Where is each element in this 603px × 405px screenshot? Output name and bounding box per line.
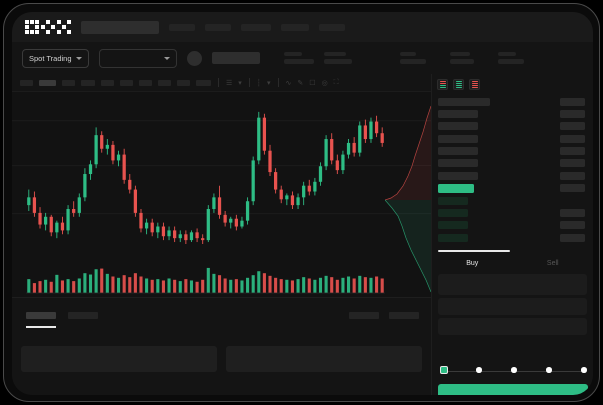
chart-type-dropdown-icon[interactable]: ▾: [267, 79, 271, 87]
trading-pair-dropdown[interactable]: [98, 48, 177, 68]
market-stat-5: [497, 52, 524, 64]
timeframe-9[interactable]: [177, 79, 190, 86]
search-input[interactable]: [81, 20, 159, 34]
nav-item-2[interactable]: [205, 23, 231, 31]
slider-stop-50[interactable]: [511, 367, 517, 373]
orders-tabbar: [12, 298, 431, 319]
draw-pencil-icon[interactable]: ✎: [297, 79, 304, 87]
toolbar-divider: [248, 78, 250, 87]
market-stat-1: [283, 52, 314, 64]
timeframe-10[interactable]: [196, 79, 211, 86]
orderbook-bid-row[interactable]: [438, 221, 585, 230]
toolbar-divider: [218, 78, 219, 87]
orderbook-ask-row[interactable]: [438, 109, 585, 118]
market-toolbar: Spot Trading: [12, 42, 593, 74]
market-stat-4: [449, 52, 474, 64]
orders-content: [12, 346, 431, 372]
timeframe-5[interactable]: [101, 79, 114, 86]
orderbook-ask-row[interactable]: [438, 171, 585, 180]
market-stat-3: [399, 52, 426, 64]
nav-item-1[interactable]: [169, 23, 195, 31]
slider-stop-75[interactable]: [546, 367, 552, 373]
trade-tab-underline: [438, 250, 510, 252]
line-tool-icon[interactable]: ∿: [285, 79, 292, 87]
fullscreen-icon[interactable]: ⛶: [333, 78, 339, 86]
tab-buy[interactable]: Buy: [432, 252, 513, 274]
candlestick-chart: [12, 111, 431, 244]
orderbook-last-price-row[interactable]: [438, 183, 585, 193]
tab-order-history[interactable]: [68, 312, 98, 319]
chevron-down-icon: [75, 56, 82, 60]
timeframe-3[interactable]: [62, 79, 75, 86]
active-tab-underline: [26, 326, 56, 328]
orders-panel: [12, 297, 431, 395]
chevron-down-icon: [163, 56, 170, 60]
tab-open-orders[interactable]: [26, 312, 56, 319]
order-form: [432, 274, 593, 338]
order-type-field[interactable]: [438, 274, 587, 295]
timeframe-2[interactable]: [39, 79, 56, 86]
timeframe-1[interactable]: [20, 79, 33, 86]
app-header: [12, 12, 593, 42]
orders-card-left[interactable]: [21, 346, 217, 372]
slider-stop-100[interactable]: [581, 367, 587, 373]
app-screen: Spot Trading: [12, 12, 593, 395]
orderbook-ask-row[interactable]: [438, 159, 585, 168]
pair-name: [211, 52, 260, 64]
orderbook-bid-row[interactable]: [438, 233, 585, 242]
timeframe-4[interactable]: [81, 79, 95, 86]
orders-actions: [349, 312, 419, 319]
toolbar-divider: [277, 78, 279, 87]
orders-action-1[interactable]: [349, 312, 379, 319]
orderbook-ask-row[interactable]: [438, 134, 585, 143]
orders-card-right[interactable]: [226, 346, 422, 372]
order-book-depth-chart: [385, 105, 431, 293]
nav-item-5[interactable]: [319, 23, 345, 31]
tab-sell[interactable]: Sell: [513, 252, 594, 274]
nav-item-3[interactable]: [241, 23, 271, 31]
orderbook-view-asks-icon[interactable]: [469, 79, 480, 90]
amount-percent-slider[interactable]: [440, 365, 588, 377]
orderbook-view-both-icon[interactable]: [437, 79, 448, 90]
chart-type-icon[interactable]: ┆: [256, 79, 262, 87]
pair-avatar: [186, 50, 202, 66]
nav-item-4[interactable]: [281, 23, 309, 31]
device-frame: Spot Trading: [3, 3, 600, 402]
orderbook-bid-row[interactable]: [438, 196, 585, 205]
orderbook-view-bids-icon[interactable]: [453, 79, 464, 90]
orderbook-ask-row[interactable]: [438, 122, 585, 131]
price-chart-area[interactable]: [12, 92, 431, 297]
orderbook-bid-row[interactable]: [438, 209, 585, 218]
market-type-dropdown[interactable]: Spot Trading: [22, 48, 89, 68]
chart-settings-icon[interactable]: ◎: [321, 79, 328, 87]
market-type-label: Spot Trading: [29, 53, 72, 63]
slider-stop-25[interactable]: [476, 367, 482, 373]
timeframe-8[interactable]: [158, 79, 171, 86]
timeframe-6[interactable]: [120, 79, 133, 86]
orderbook-header-row: [438, 97, 585, 106]
buy-submit-button[interactable]: [438, 384, 588, 395]
volume-chart: [26, 267, 385, 294]
amount-field[interactable]: [438, 318, 587, 335]
orderbook-view-toggles: [432, 74, 593, 94]
slider-handle[interactable]: [440, 366, 448, 374]
snapshot-camera-icon[interactable]: ☐: [309, 79, 316, 87]
timeframe-7[interactable]: [139, 79, 152, 86]
chart-toolbar: ☰ ▾ ┆ ▾ ∿ ✎ ☐ ◎ ⛶: [12, 74, 431, 92]
indicators-icon[interactable]: ☰: [226, 79, 233, 87]
tab-buy-label: Buy: [466, 259, 479, 267]
orderbook-ask-row[interactable]: [438, 147, 585, 156]
indicators-dropdown-icon[interactable]: ▾: [238, 79, 242, 87]
market-stat-2: [323, 52, 352, 64]
trade-tabbar: Buy Sell: [432, 252, 593, 274]
price-field[interactable]: [438, 298, 587, 315]
okx-logo-icon[interactable]: [25, 20, 71, 34]
orderbook-trade-panel: Buy Sell: [431, 74, 593, 395]
orders-action-2[interactable]: [389, 312, 419, 319]
orderbook-rows[interactable]: [432, 94, 593, 242]
tab-sell-label: Sell: [546, 259, 559, 267]
